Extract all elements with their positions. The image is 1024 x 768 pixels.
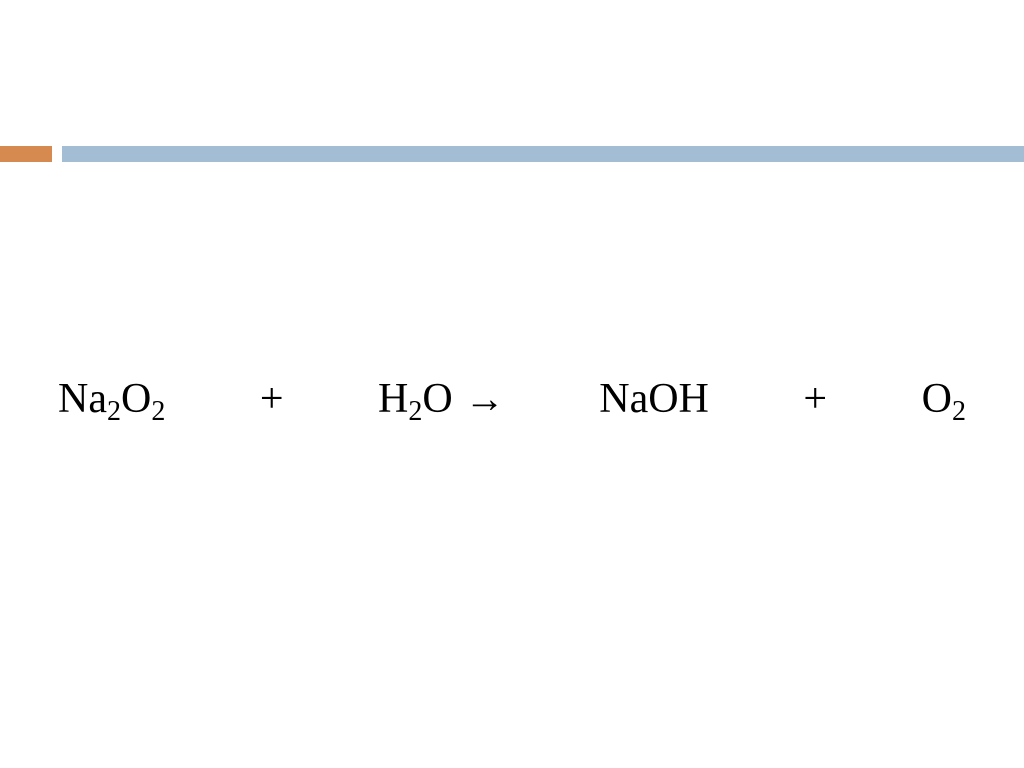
reactant-na2o2: Na2O2 bbox=[58, 378, 165, 424]
naoh-text: NaOH bbox=[599, 376, 709, 422]
atom-h: H bbox=[378, 376, 408, 422]
subscript-2b: 2 bbox=[151, 396, 165, 427]
accent-blue-segment bbox=[62, 146, 1024, 162]
atom-o: O bbox=[121, 376, 151, 422]
accent-gap bbox=[52, 146, 62, 162]
reactant-h2o-with-arrow: H2O → bbox=[378, 378, 505, 424]
slide: Na2O2 + H2O → NaOH + O2 bbox=[0, 0, 1024, 768]
atom-o2: O bbox=[422, 376, 452, 422]
reactant-h2o: H2O bbox=[378, 378, 453, 424]
plus-1: + bbox=[260, 378, 284, 420]
subscript-2d: 2 bbox=[952, 396, 966, 427]
product-naoh: NaOH bbox=[599, 378, 709, 420]
atom-na: Na bbox=[58, 376, 107, 422]
accent-bar bbox=[0, 146, 1024, 162]
subscript-2c: 2 bbox=[408, 396, 422, 427]
subscript-2a: 2 bbox=[107, 396, 121, 427]
accent-orange-segment bbox=[0, 146, 52, 162]
chemical-equation: Na2O2 + H2O → NaOH + O2 bbox=[0, 378, 1024, 424]
plus-2: + bbox=[803, 378, 827, 420]
reaction-arrow: → bbox=[465, 379, 505, 419]
atom-o3: O bbox=[922, 376, 952, 422]
product-o2: O2 bbox=[922, 378, 966, 424]
